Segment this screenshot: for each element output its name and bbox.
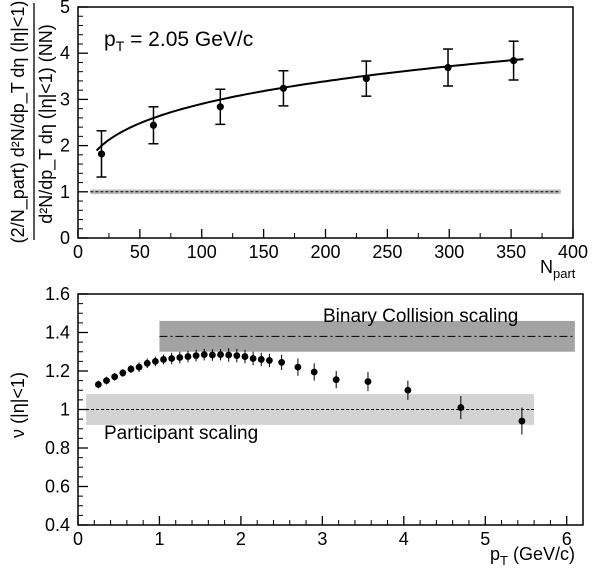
x-axis-label-base: p bbox=[490, 544, 500, 564]
y-tick-label: 1.6 bbox=[45, 284, 70, 304]
y-axis-ticks: 0.4 0.6 0.8 1 1.2 1.4 1.6 bbox=[45, 284, 88, 535]
x-tick-label: 2 bbox=[236, 529, 246, 549]
x-axis-ticks: 0 1 2 3 4 5 6 bbox=[73, 516, 572, 549]
data-point bbox=[294, 363, 302, 371]
binary-collision-label: Binary Collision scaling bbox=[323, 306, 518, 327]
data-point bbox=[217, 351, 224, 359]
data-point bbox=[208, 351, 216, 359]
x-tick-label: 0 bbox=[73, 242, 83, 262]
x-axis-label-base: N bbox=[540, 257, 553, 277]
y-tick-label: 1.4 bbox=[45, 323, 70, 343]
data-point bbox=[184, 353, 192, 360]
data-point bbox=[444, 63, 452, 72]
y-tick-label: 1.2 bbox=[45, 361, 70, 381]
data-point bbox=[404, 386, 412, 394]
x-tick-label: 400 bbox=[558, 242, 588, 262]
data-point bbox=[216, 103, 224, 111]
fit-curve bbox=[95, 58, 524, 152]
x-tick-label: 6 bbox=[562, 529, 572, 549]
data-point bbox=[119, 369, 127, 377]
x-axis-label-unit: (GeV/c) bbox=[508, 544, 575, 564]
y-tick-label: 1 bbox=[60, 400, 70, 420]
pt-annotation-base: p bbox=[104, 28, 116, 51]
x-tick-label: 200 bbox=[310, 242, 340, 262]
data-point bbox=[200, 351, 208, 359]
y-tick-label: 2 bbox=[60, 136, 70, 156]
x-tick-label: 150 bbox=[249, 242, 279, 262]
x-tick-label: 100 bbox=[187, 242, 217, 262]
data-point bbox=[111, 373, 119, 381]
data-point bbox=[266, 357, 273, 364]
y-tick-label: 1 bbox=[60, 182, 70, 202]
x-tick-label: 0 bbox=[73, 529, 83, 549]
data-point bbox=[97, 150, 106, 158]
data-point bbox=[225, 351, 233, 359]
x-tick-label: 4 bbox=[399, 529, 409, 549]
x-axis-label-sub: part bbox=[553, 266, 576, 281]
data-point bbox=[332, 376, 340, 384]
y-tick-label: 3 bbox=[60, 89, 70, 109]
data-point bbox=[143, 359, 151, 367]
participant-scaling-label: Participant scaling bbox=[104, 423, 258, 444]
data-point bbox=[509, 56, 518, 65]
data-point bbox=[364, 378, 372, 385]
x-tick-label: 250 bbox=[372, 242, 402, 262]
data-point bbox=[279, 84, 288, 92]
y-tick-label: 4 bbox=[60, 43, 70, 63]
x-axis-label: Npart bbox=[540, 257, 576, 281]
y-axis-label-numerator: (2/N_part) d²N/dp_T dη (|η|<1) bbox=[8, 1, 29, 244]
x-tick-label: 1 bbox=[154, 529, 164, 549]
x-axis-ticks: 0 50 100 150 200 250 300 350 400 bbox=[73, 229, 588, 262]
data-points bbox=[96, 40, 519, 178]
data-point bbox=[151, 357, 159, 365]
data-point bbox=[160, 356, 167, 363]
y-axis-label-denominator: d²N/dp_T dη (|η|<1) (NN) bbox=[36, 24, 57, 224]
top-panel: 0 50 100 150 200 250 300 350 400 0 1 2 3 4 5 pT = 2.0… bbox=[8, 0, 588, 281]
data-point bbox=[457, 404, 465, 411]
data-point bbox=[127, 365, 135, 373]
x-axis-label-sub: T bbox=[500, 553, 508, 568]
data-point bbox=[278, 358, 286, 366]
data-point bbox=[103, 377, 110, 385]
data-point bbox=[310, 368, 318, 376]
bottom-panel: 0 1 2 3 4 5 6 0.4 0.6 0.8 1 1.2 1.4 1.6 Binary Colli… bbox=[8, 284, 584, 568]
y-tick-label: 5 bbox=[60, 0, 70, 17]
data-point bbox=[518, 417, 526, 425]
data-point bbox=[149, 121, 158, 129]
x-tick-label: 350 bbox=[496, 242, 526, 262]
data-point bbox=[233, 352, 241, 359]
data-point bbox=[192, 352, 200, 359]
data-point bbox=[257, 356, 265, 363]
data-point bbox=[94, 381, 102, 388]
pt-annotation-sub: T bbox=[116, 38, 125, 54]
y-tick-label: 0.8 bbox=[45, 438, 70, 458]
pt-annotation: pT = 2.05 GeV/c bbox=[104, 28, 253, 54]
y-axis-label: ν (|η|<1) bbox=[8, 372, 28, 438]
data-point bbox=[249, 355, 257, 362]
y-axis-ticks: 0 1 2 3 4 5 bbox=[60, 0, 88, 248]
y-tick-label: 0.6 bbox=[45, 477, 70, 497]
y-tick-label: 0.4 bbox=[45, 515, 70, 535]
data-point bbox=[135, 363, 143, 371]
x-tick-label: 50 bbox=[130, 242, 150, 262]
y-tick-label: 0 bbox=[60, 228, 70, 248]
data-point bbox=[362, 75, 370, 83]
data-point bbox=[176, 354, 184, 361]
data-points bbox=[94, 348, 526, 435]
data-point bbox=[241, 353, 249, 360]
data-point bbox=[168, 355, 176, 362]
x-axis-label: pT (GeV/c) bbox=[490, 544, 575, 568]
x-tick-label: 3 bbox=[317, 529, 327, 549]
x-tick-label: 5 bbox=[480, 529, 490, 549]
x-tick-label: 300 bbox=[434, 242, 464, 262]
pt-annotation-value: = 2.05 GeV/c bbox=[124, 28, 253, 51]
